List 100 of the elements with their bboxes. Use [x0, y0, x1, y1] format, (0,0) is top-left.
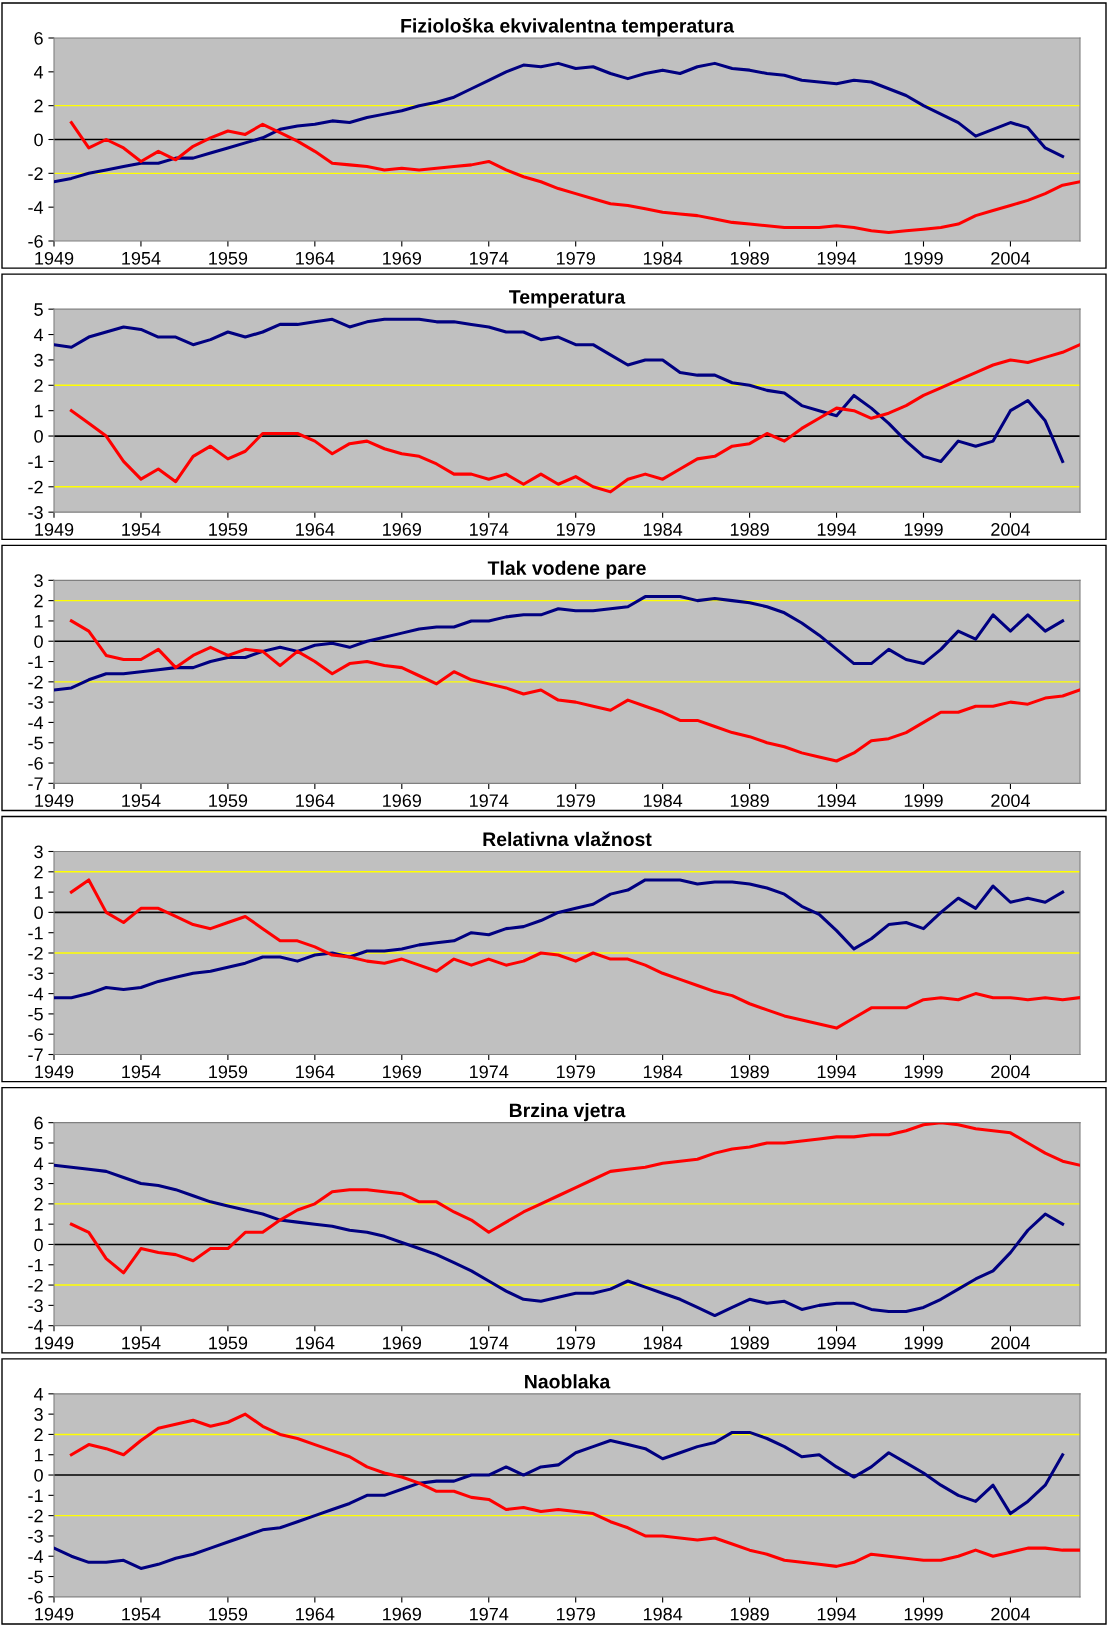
y-tick-label: -6 [28, 1028, 43, 1041]
y-tick-label: 1 [34, 615, 43, 628]
x-tick-label: 1969 [383, 1336, 422, 1350]
y-tick-label: -1 [28, 926, 43, 940]
x-tick-label: 1974 [470, 523, 509, 536]
y-tick-label: 5 [34, 1137, 43, 1150]
y-tick-label: 5 [34, 303, 43, 316]
x-tick-label: 1984 [643, 523, 683, 536]
x-tick-label: 1979 [556, 1065, 595, 1079]
x-tick-label: 2004 [991, 1336, 1030, 1350]
y-tick-label: 4 [33, 65, 44, 79]
x-tick-label: 1994 [817, 523, 857, 536]
x-tick-label: 1959 [209, 794, 248, 808]
y-tick-label: -6 [28, 1590, 43, 1604]
x-tick-label: 1984 [643, 1336, 683, 1350]
y-tick-label: 4 [33, 328, 44, 342]
line-series [54, 595, 1065, 692]
x-tick-label: 1969 [383, 251, 422, 265]
x-tick-label: 1974 [470, 1065, 509, 1079]
line-series [69, 1122, 1080, 1275]
x-tick-label: 1984 [643, 794, 683, 808]
x-tick-label: 1999 [904, 523, 943, 536]
x-tick-label: 1984 [643, 1607, 683, 1621]
line-series [54, 317, 1065, 463]
y-tick-label: 0 [34, 1238, 43, 1252]
x-tick-label: 1984 [643, 1065, 683, 1079]
x-tick-label: 1979 [556, 1336, 595, 1350]
y-tick-label: 2 [34, 594, 43, 608]
line-series [54, 1430, 1065, 1570]
x-tick-label: 2004 [991, 1607, 1030, 1621]
x-tick-label: 1964 [296, 1336, 335, 1350]
x-tick-label: 1994 [817, 1607, 857, 1621]
x-tick-label: 1964 [296, 523, 335, 536]
x-tick-label: 2004 [991, 794, 1030, 808]
line-series [69, 878, 1080, 1030]
x-tick-label: 1949 [35, 1065, 74, 1079]
y-tick-label: 3 [34, 845, 43, 859]
line-series [69, 343, 1080, 494]
line-series [54, 1163, 1065, 1318]
y-tick-label: 3 [34, 1408, 43, 1421]
x-tick-label: 1964 [296, 794, 335, 808]
chart-title: Brzina vjetra [509, 1103, 626, 1122]
y-tick-label: -1 [28, 1489, 43, 1502]
y-tick-label: -5 [28, 1008, 43, 1021]
x-tick-label: 1989 [730, 1607, 769, 1621]
x-tick-label: 1989 [730, 794, 769, 808]
line-series [69, 1412, 1080, 1568]
y-tick-label: 4 [33, 1387, 44, 1401]
y-tick-label: -1 [28, 655, 43, 669]
x-tick-label: 1959 [209, 523, 248, 536]
x-tick-label: 1949 [35, 251, 74, 265]
x-tick-label: 1979 [556, 794, 595, 808]
x-tick-label: 1954 [122, 794, 161, 808]
x-tick-label: 2004 [991, 251, 1030, 265]
y-tick-label: -2 [28, 1509, 43, 1523]
y-tick-label: -3 [28, 1529, 43, 1543]
y-tick-label: 6 [34, 1116, 43, 1130]
x-tick-label: 1999 [904, 1607, 943, 1621]
line-series [54, 61, 1065, 184]
x-tick-label: 2004 [991, 1065, 1030, 1079]
y-tick-label: -3 [28, 696, 43, 709]
x-tick-label: 1959 [209, 251, 248, 265]
x-tick-label: 1964 [296, 251, 335, 265]
x-tick-label: 1989 [730, 1336, 769, 1350]
x-tick-label: 1974 [470, 1607, 509, 1621]
x-tick-label: 1949 [35, 523, 74, 536]
x-tick-label: 1959 [209, 1607, 248, 1621]
x-tick-label: 1954 [122, 1336, 161, 1350]
y-tick-label: 2 [34, 379, 43, 392]
y-tick-label: 0 [34, 906, 43, 920]
y-tick-label: 1 [34, 1448, 43, 1462]
x-tick-label: 1954 [122, 1607, 161, 1621]
x-tick-label: 1959 [209, 1065, 248, 1079]
x-tick-label: 1974 [470, 251, 509, 265]
x-tick-label: 1949 [35, 794, 74, 808]
x-tick-label: 1974 [470, 1336, 509, 1350]
chart-title: Relativna vlažnost [483, 831, 652, 847]
x-tick-label: 1964 [296, 1065, 335, 1079]
y-tick-label: 1 [34, 886, 43, 899]
y-tick-label: -5 [28, 736, 43, 750]
x-tick-label: 1969 [383, 1065, 422, 1079]
x-tick-label: 1999 [904, 1065, 943, 1079]
x-tick-label: 1954 [122, 523, 161, 536]
x-tick-label: 1954 [122, 251, 161, 265]
y-tick-label: -4 [28, 1319, 44, 1333]
y-tick-label: -3 [28, 506, 43, 519]
x-tick-label: 1999 [904, 1336, 943, 1350]
y-tick-label: 2 [34, 1428, 43, 1441]
y-tick-label: -6 [28, 234, 43, 248]
y-tick-label: -7 [28, 777, 43, 790]
x-tick-label: 1949 [35, 1336, 74, 1350]
y-tick-label: -1 [28, 1258, 43, 1272]
x-tick-label: 1964 [296, 1607, 335, 1621]
y-tick-label: -7 [28, 1048, 43, 1062]
y-tick-label: 0 [34, 635, 43, 648]
x-tick-label: 1979 [556, 1607, 595, 1621]
chart-title: Fiziološka ekvivalentna temperatura [401, 17, 735, 37]
y-tick-label: 1 [34, 404, 43, 418]
x-tick-label: 1994 [817, 794, 857, 808]
y-tick-label: -2 [28, 675, 43, 689]
